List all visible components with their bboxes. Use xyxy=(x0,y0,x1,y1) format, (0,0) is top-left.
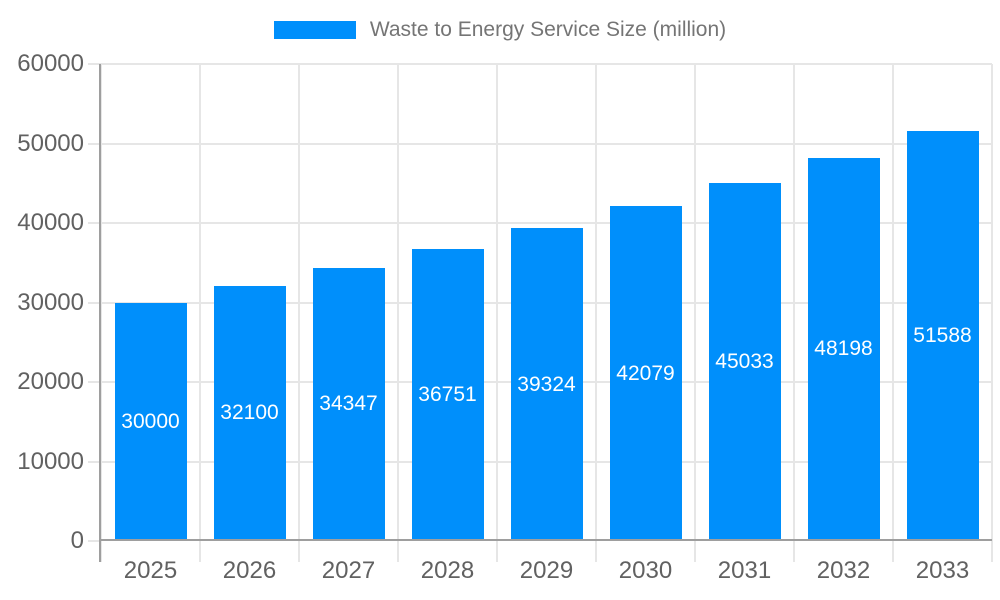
y-axis-line xyxy=(99,64,101,562)
bar-2027[interactable]: 34347 xyxy=(312,267,385,541)
y-tick-label: 60000 xyxy=(17,50,84,77)
y-tick-label: 20000 xyxy=(17,368,84,395)
bar-2031[interactable]: 45033 xyxy=(708,183,781,541)
bar-value-label: 45033 xyxy=(715,350,774,373)
bar-2028[interactable]: 36751 xyxy=(411,248,484,541)
legend-label: Waste to Energy Service Size (million) xyxy=(369,18,727,41)
legend-swatch xyxy=(273,21,356,39)
x-tick-label: 2027 xyxy=(321,557,376,584)
vertical-gridline xyxy=(991,64,993,562)
bar-2030[interactable]: 42079 xyxy=(609,206,682,541)
vertical-gridline xyxy=(199,64,201,562)
bar-2033[interactable]: 51588 xyxy=(906,130,979,541)
bar-value-label: 42079 xyxy=(616,361,675,385)
x-tick-label: 2031 xyxy=(717,557,772,584)
horizontal-gridline xyxy=(88,222,992,224)
vertical-gridline xyxy=(298,64,300,562)
plot-area: 30000 32100 34347 36751 39324 42079 45033 48198… xyxy=(88,63,993,562)
bar-value-label: 30000 xyxy=(121,409,180,433)
bar-2032[interactable]: 48198 xyxy=(807,157,880,541)
x-tick-label: 2033 xyxy=(915,557,970,584)
vertical-gridline xyxy=(595,64,597,562)
vertical-gridline xyxy=(496,64,498,562)
horizontal-gridline xyxy=(88,142,992,145)
vertical-gridline xyxy=(892,64,894,562)
vertical-gridline xyxy=(694,64,696,562)
y-tick-label: 0 xyxy=(70,527,84,554)
x-tick-label: 2029 xyxy=(519,557,574,584)
horizontal-gridline xyxy=(88,63,992,65)
bar-value-label: 34347 xyxy=(319,392,378,416)
bar-2026[interactable]: 32100 xyxy=(213,285,286,541)
y-tick-label: 40000 xyxy=(17,209,84,236)
bar-value-label: 32100 xyxy=(220,401,279,425)
bar-value-label: 51588 xyxy=(913,323,972,347)
bar-2029[interactable]: 39324 xyxy=(510,228,583,541)
vertical-gridline xyxy=(100,64,102,562)
bar-value-label: 48198 xyxy=(814,337,873,361)
bar-2025[interactable]: 30000 xyxy=(114,302,187,541)
legend[interactable]: Waste to Energy Service Size (million) xyxy=(0,17,1000,43)
bar-value-label: 36751 xyxy=(418,382,477,406)
y-axis-zero-tick xyxy=(88,540,101,542)
bar-value-label: 39324 xyxy=(517,372,576,396)
x-tick-label: 2032 xyxy=(816,557,871,584)
y-tick-label: 50000 xyxy=(17,129,84,157)
vertical-gridline xyxy=(397,64,399,562)
y-tick-label: 30000 xyxy=(17,288,84,316)
x-axis-line xyxy=(101,539,992,541)
x-tick-label: 2026 xyxy=(222,557,277,584)
vertical-gridline xyxy=(793,64,795,562)
x-tick-label: 2030 xyxy=(618,557,673,584)
y-tick-label: 10000 xyxy=(17,447,84,475)
x-tick-label: 2028 xyxy=(420,557,475,584)
x-tick-label: 2025 xyxy=(123,557,178,584)
